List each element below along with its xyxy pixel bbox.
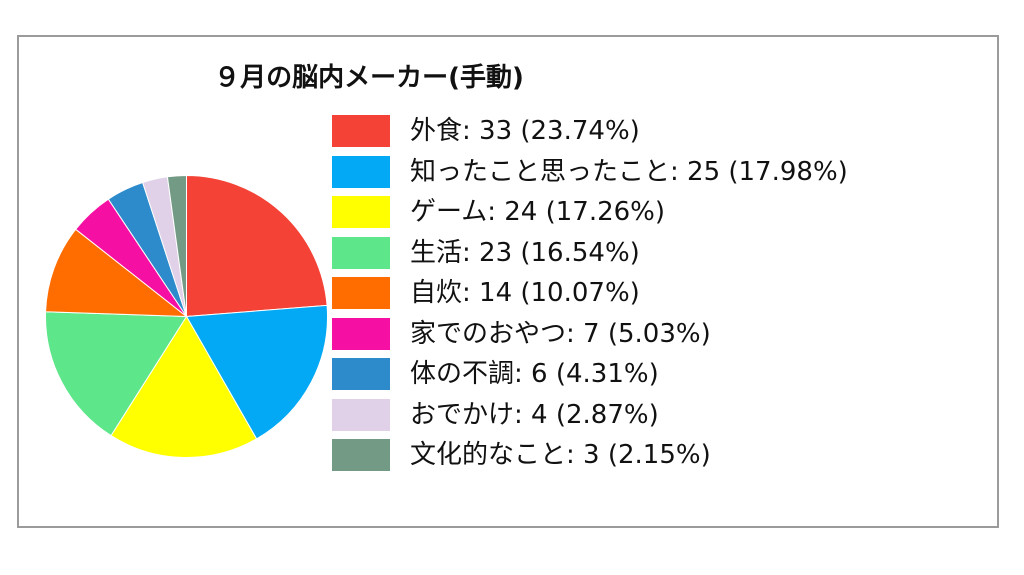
legend-swatch [332, 115, 390, 147]
legend-swatch [332, 358, 390, 390]
pie-slice-0 [186, 174, 328, 318]
legend-label: 文化的なこと: 3 (2.15%) [410, 440, 711, 470]
chart-title: ９月の脳内メーカー(手動) [214, 63, 524, 93]
legend-label: 自炊: 14 (10.07%) [410, 278, 640, 308]
legend-item: 家でのおやつ: 7 (5.03%) [332, 315, 972, 353]
legend-item: 生活: 23 (16.54%) [332, 234, 972, 272]
pie-slice-1 [185, 304, 328, 440]
legend-swatch [332, 277, 390, 309]
legend-swatch [332, 236, 390, 269]
legend-swatch [332, 196, 390, 228]
legend-label: ゲーム: 24 (17.26%) [410, 197, 666, 227]
legend-label: おでかけ: 4 (2.87%) [410, 399, 659, 430]
legend-label: 体の不調: 6 (4.31%) [410, 359, 659, 389]
legend-swatch [332, 439, 390, 471]
legend-label: 知ったこと思ったこと: 25 (17.98%) [410, 156, 848, 187]
legend-item: 外食: 33 (23.74%) [332, 112, 972, 150]
legend-item: 体の不調: 6 (4.31%) [332, 355, 972, 393]
legend-swatch [332, 317, 390, 350]
pie-chart [45, 174, 328, 458]
legend-item: ゲーム: 24 (17.26%) [332, 193, 972, 231]
legend-item: 知ったこと思ったこと: 25 (17.98%) [332, 153, 972, 191]
legend-label: 外食: 33 (23.74%) [410, 116, 640, 146]
pie-slice-4 [45, 228, 189, 318]
legend-label: 家でのおやつ: 7 (5.03%) [410, 318, 711, 349]
chart-frame: ９月の脳内メーカー(手動) 外食: 33 (23.74%) 知ったこと思ったこと:… [17, 35, 999, 528]
pie-slice-8 [166, 174, 187, 317]
legend-label: 生活: 23 (16.54%) [410, 237, 640, 268]
pie-slice-2 [110, 315, 258, 458]
legend-swatch [332, 398, 390, 431]
legend-item: 自炊: 14 (10.07%) [332, 274, 972, 312]
pie-slice-3 [45, 311, 188, 437]
legend-item: おでかけ: 4 (2.87%) [332, 396, 972, 434]
legend-swatch [332, 155, 390, 188]
legend-item: 文化的なこと: 3 (2.15%) [332, 436, 972, 474]
